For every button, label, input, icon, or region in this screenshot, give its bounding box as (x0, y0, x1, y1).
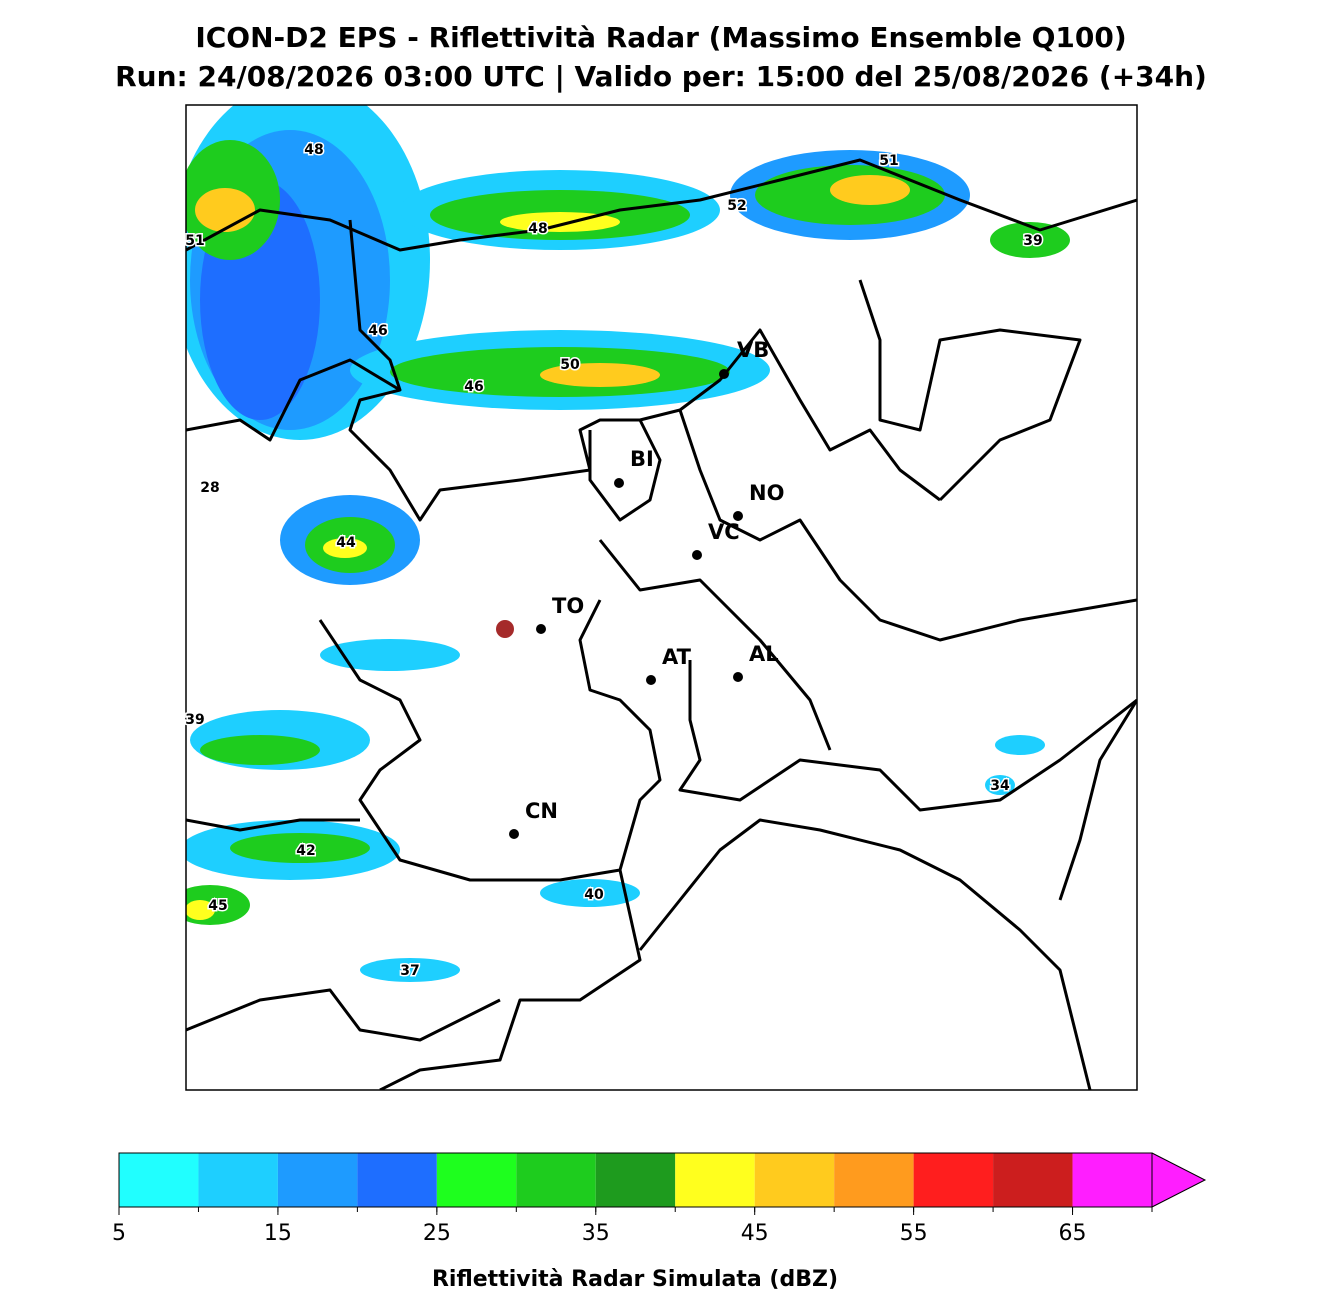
colorbar-segment (119, 1153, 199, 1207)
colorbar-frame (118, 1152, 1153, 1208)
max-label: 45 (208, 898, 227, 914)
location-marker (496, 620, 514, 638)
colorbar-label: Riflettività Radar Simulata (dBZ) (432, 1267, 838, 1292)
colorbar-tick-label: 15 (264, 1221, 292, 1246)
max-label: 34 (990, 778, 1010, 794)
colorbar-segment (436, 1153, 517, 1207)
max-label: 48 (528, 221, 547, 237)
colorbar-tick-label: 55 (900, 1221, 928, 1246)
city-label: VB (737, 338, 769, 362)
colorbar-segment (595, 1153, 676, 1207)
city-label: NO (749, 481, 784, 505)
city-label: AT (662, 645, 692, 669)
map-frame (185, 104, 1138, 1091)
colorbar-segment (516, 1153, 596, 1207)
city-label: TO (552, 594, 584, 618)
city-dot (646, 675, 656, 685)
colorbar-segment (754, 1153, 835, 1207)
max-label: 48 (304, 142, 323, 158)
city-label: VC (708, 520, 740, 544)
subtitle: Run: 24/08/2026 03:00 UTC | Valido per: … (115, 60, 1207, 93)
colorbar-extend (1151, 1152, 1207, 1208)
max-label: 51 (879, 153, 898, 169)
city-dot (719, 369, 729, 379)
colorbar-tick-label: 65 (1059, 1221, 1087, 1246)
city-label: CN (525, 799, 558, 823)
max-label: 46 (368, 323, 387, 339)
title: ICON-D2 EPS - Riflettività Radar (Massim… (195, 21, 1126, 54)
max-label: 50 (560, 357, 580, 373)
max-label: 28 (200, 480, 219, 496)
colorbar-segment (1072, 1153, 1152, 1207)
city-label: BI (630, 447, 654, 471)
colorbar-segment (357, 1153, 437, 1207)
colorbar-tick-label: 35 (582, 1221, 610, 1246)
max-label: 42 (296, 843, 315, 859)
colorbar-segment (198, 1153, 278, 1207)
city-dot (692, 550, 702, 560)
borders (186, 158, 1137, 1090)
city-dot (536, 624, 546, 634)
colorbar-tick-label: 45 (741, 1221, 769, 1246)
max-label: 39 (1023, 233, 1042, 249)
max-label: 46 (464, 379, 483, 395)
max-label: 37 (400, 963, 419, 979)
max-label: 52 (727, 198, 746, 214)
cities: VB BI NO VC TO AT AL CN (496, 338, 784, 839)
city-dot (614, 478, 624, 488)
colorbar-tick-label: 25 (423, 1221, 451, 1246)
city-dot (733, 672, 743, 682)
city-dot (733, 511, 743, 521)
colorbar-segment (993, 1153, 1073, 1207)
colorbar-tick-label: 5 (112, 1221, 126, 1246)
max-label: 51 (185, 233, 204, 249)
max-label: 44 (336, 535, 356, 551)
max-label: 39 (185, 712, 204, 728)
colorbar-segment (277, 1153, 358, 1207)
colorbar-segment (675, 1153, 755, 1207)
max-label: 40 (584, 887, 604, 903)
colorbar-segment (834, 1153, 914, 1207)
city-label: AL (749, 642, 779, 666)
colorbar-segment (913, 1153, 994, 1207)
city-dot (509, 829, 519, 839)
max-labels: 48 51 52 51 39 48 46 50 46 28 44 39 42 4… (184, 141, 1044, 981)
